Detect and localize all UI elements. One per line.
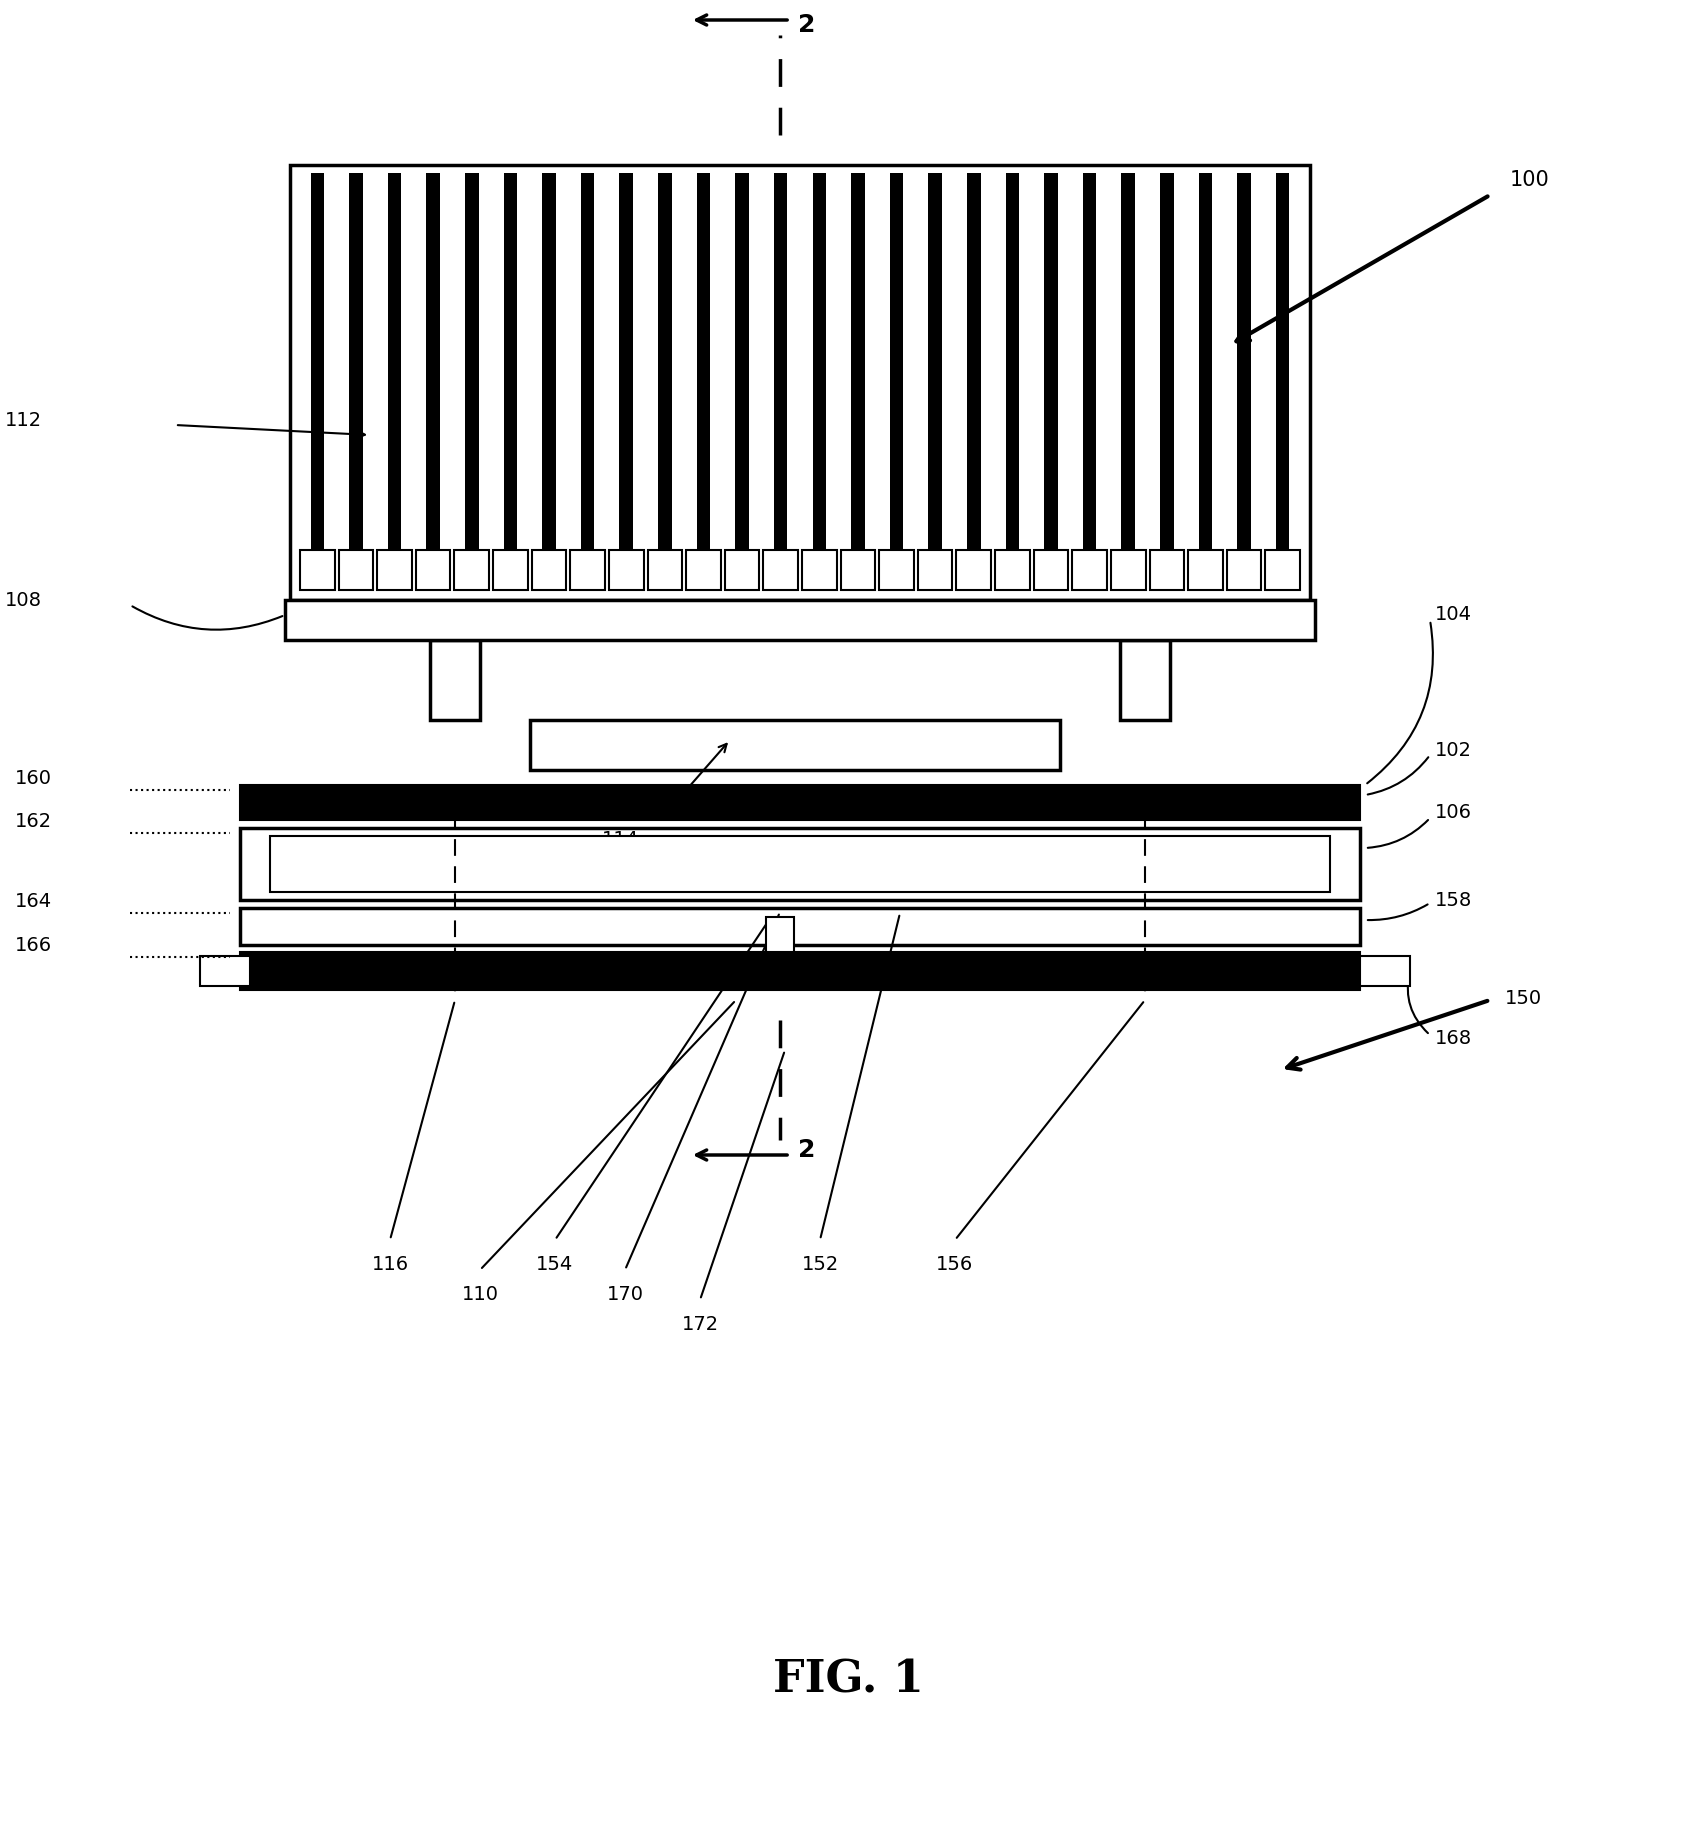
Bar (455, 551, 488, 590)
Bar (1111, 551, 1145, 590)
Bar (697, 174, 711, 553)
Bar (377, 551, 412, 590)
Bar (648, 551, 682, 590)
Bar (270, 835, 1330, 893)
Bar (658, 174, 672, 553)
Bar (928, 174, 941, 553)
Bar (851, 174, 865, 553)
Bar (570, 551, 605, 590)
Bar (1275, 174, 1289, 553)
Bar (465, 174, 478, 553)
Bar (310, 174, 324, 553)
Bar (529, 721, 1060, 771)
Text: 2: 2 (799, 13, 816, 37)
Bar (1360, 955, 1409, 987)
Text: 116: 116 (371, 1255, 409, 1273)
Text: 108: 108 (5, 591, 42, 610)
Text: 114: 114 (602, 830, 639, 848)
Text: 100: 100 (1509, 170, 1550, 190)
Bar (763, 551, 799, 590)
Bar (426, 174, 439, 553)
Bar (339, 551, 373, 590)
Bar (841, 551, 875, 590)
Bar (1119, 639, 1170, 721)
Bar (241, 828, 1360, 900)
Bar (736, 174, 750, 553)
Bar (1199, 174, 1213, 553)
Bar (431, 639, 480, 721)
Text: 154: 154 (536, 1255, 573, 1273)
Bar (1238, 174, 1252, 553)
Bar (724, 551, 760, 590)
Bar (1082, 174, 1096, 553)
Text: 160: 160 (15, 769, 53, 787)
Text: 150: 150 (1504, 989, 1542, 1007)
Bar (504, 174, 517, 553)
Bar (918, 551, 953, 590)
Text: 102: 102 (1435, 741, 1472, 760)
Text: 168: 168 (1435, 1029, 1472, 1048)
Bar (241, 952, 1360, 991)
Bar (285, 601, 1314, 639)
Bar (388, 174, 402, 553)
Text: 152: 152 (802, 1255, 838, 1273)
Bar (1160, 174, 1174, 553)
Bar (1226, 551, 1262, 590)
Text: 158: 158 (1435, 891, 1472, 909)
Bar (300, 551, 334, 590)
Bar (1150, 551, 1184, 590)
Bar (200, 955, 249, 987)
Bar (1033, 551, 1068, 590)
Bar (494, 551, 527, 590)
Bar (1045, 174, 1058, 553)
Text: 162: 162 (15, 811, 53, 832)
Bar (957, 551, 990, 590)
Bar (967, 174, 980, 553)
Bar (812, 174, 826, 553)
Text: 106: 106 (1435, 804, 1472, 822)
Text: 164: 164 (15, 893, 53, 911)
Bar (349, 174, 363, 553)
Text: 166: 166 (15, 935, 53, 955)
Bar (609, 551, 643, 590)
Bar (241, 907, 1360, 944)
Bar (996, 551, 1029, 590)
Text: 110: 110 (461, 1284, 499, 1305)
Bar (1189, 551, 1223, 590)
Bar (687, 551, 721, 590)
Bar (1006, 174, 1019, 553)
Bar (619, 174, 633, 553)
Bar (1121, 174, 1135, 553)
Text: 170: 170 (607, 1284, 643, 1305)
Bar (1072, 551, 1107, 590)
Text: 104: 104 (1435, 606, 1472, 625)
Text: 172: 172 (682, 1316, 719, 1334)
Bar (802, 551, 836, 590)
Bar (416, 551, 451, 590)
Bar (290, 164, 1309, 601)
Bar (1265, 551, 1301, 590)
Bar (531, 551, 566, 590)
Bar (580, 174, 594, 553)
Text: 2: 2 (799, 1138, 816, 1162)
Bar (241, 785, 1360, 821)
Bar (543, 174, 556, 553)
Text: FIG. 1: FIG. 1 (773, 1658, 923, 1702)
Bar (890, 174, 904, 553)
Bar (767, 917, 794, 952)
Text: 156: 156 (936, 1255, 974, 1273)
Text: 112: 112 (5, 410, 42, 429)
Bar (879, 551, 914, 590)
Bar (773, 174, 787, 553)
